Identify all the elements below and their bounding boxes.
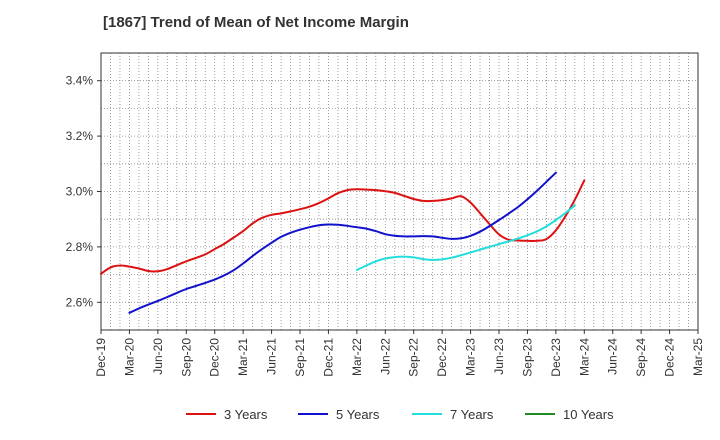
chart-title: [1867] Trend of Mean of Net Income Margi…: [103, 14, 409, 31]
x-tick-label: Jun-22: [378, 338, 392, 375]
legend-label-10-years: 10 Years: [563, 407, 614, 422]
x-tick-label: Dec-22: [435, 338, 449, 377]
x-tick-label: Jun-20: [151, 338, 165, 375]
series-line-7-years: [355, 204, 576, 271]
series-line-5-years: [128, 171, 557, 314]
x-tick-label: Mar-20: [122, 338, 136, 376]
legend-label-5-years: 5 Years: [336, 407, 380, 422]
y-tick-label: 2.6%: [66, 295, 94, 309]
x-tick-label: Dec-21: [321, 338, 335, 377]
legend-label-3-years: 3 Years: [224, 407, 268, 422]
x-tick-label: Jun-24: [606, 338, 620, 375]
series-line-3-years: [100, 179, 586, 275]
x-tick-label: Sep-20: [179, 338, 193, 377]
x-tick-label: Dec-20: [208, 338, 222, 377]
y-tick-label: 2.8%: [66, 240, 94, 254]
legend-label-7-years: 7 Years: [450, 407, 494, 422]
x-tick-label: Jun-23: [492, 338, 506, 375]
x-tick-label: Mar-24: [577, 338, 591, 376]
x-tick-label: Sep-24: [634, 338, 648, 377]
x-tick-label: Sep-21: [293, 338, 307, 377]
y-tick-label: 3.0%: [66, 185, 94, 199]
y-tick-label: 3.2%: [66, 129, 94, 143]
y-tick-label: 3.4%: [66, 74, 94, 88]
x-tick-label: Dec-19: [94, 338, 108, 377]
x-tick-label: Mar-22: [350, 338, 364, 376]
x-tick-label: Mar-21: [236, 338, 250, 376]
x-tick-label: Mar-23: [464, 338, 478, 376]
x-tick-label: Dec-23: [549, 338, 563, 377]
x-tick-label: Mar-25: [691, 338, 705, 376]
x-tick-label: Dec-24: [663, 338, 677, 377]
x-tick-label: Sep-23: [520, 338, 534, 377]
x-tick-label: Jun-21: [265, 338, 279, 375]
x-tick-label: Sep-22: [407, 338, 421, 377]
horizontal-gridlines: [101, 80, 698, 303]
